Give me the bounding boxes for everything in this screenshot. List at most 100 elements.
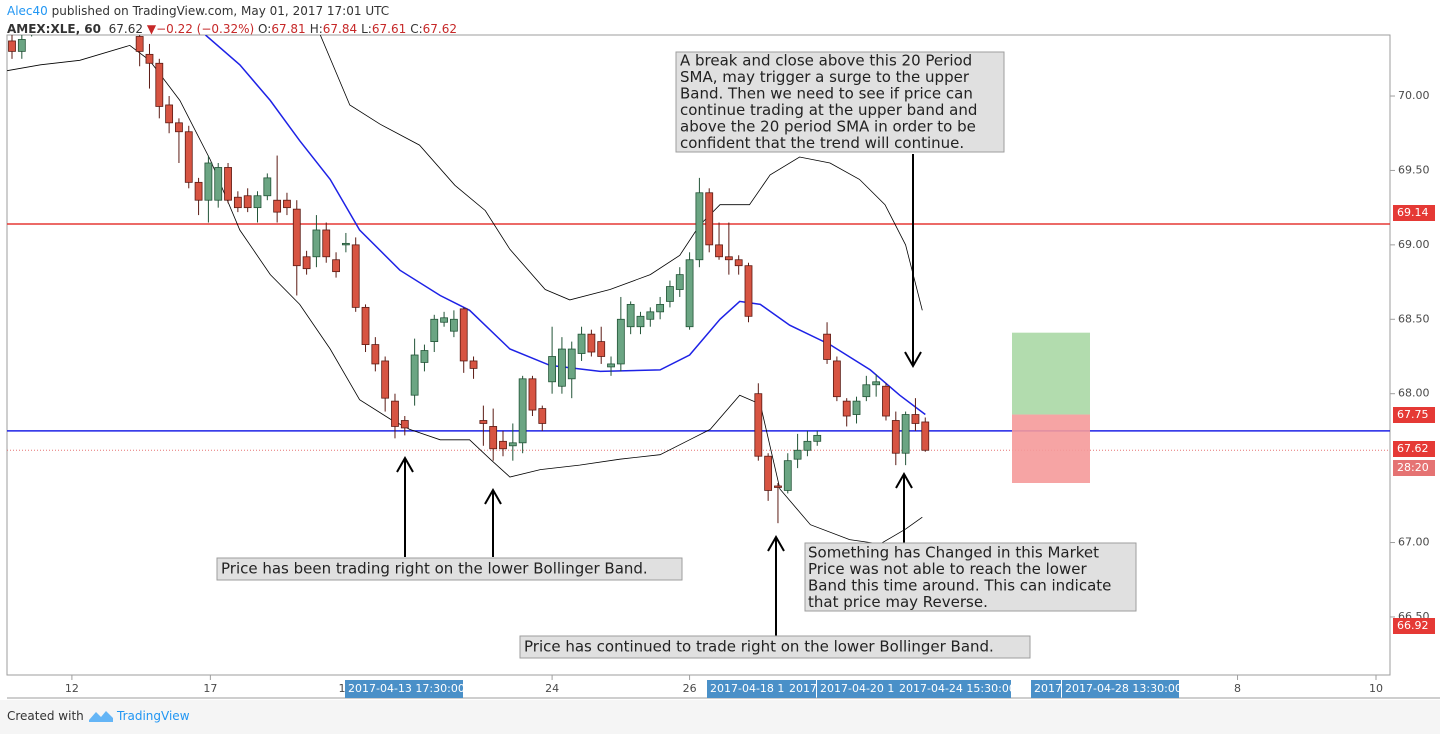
candle-body <box>813 434 822 442</box>
price-tag-label: 28:20 <box>1397 461 1429 474</box>
candle-body <box>184 131 193 183</box>
time-tag-label: 2017-04-28 13:30:00 <box>1065 682 1182 695</box>
candle-body <box>224 167 232 201</box>
time-tag-label: 2017-04-13 17:30:00 <box>348 682 465 695</box>
candle-body <box>469 360 478 369</box>
candle-body <box>145 53 154 64</box>
indicator-line <box>7 44 923 545</box>
y-tick-label: 69.50 <box>1398 163 1430 176</box>
candle-body <box>666 286 674 302</box>
time-tag <box>345 680 463 698</box>
candle-body <box>194 181 203 201</box>
candle-body <box>449 318 458 332</box>
candle-body <box>616 318 625 365</box>
candle-body <box>38 0 45 10</box>
candle-body <box>734 259 743 267</box>
last-price: 67.62 <box>108 22 144 36</box>
ohlc-key: H: <box>309 22 323 36</box>
candle-body <box>400 420 409 429</box>
candle-body <box>332 259 340 273</box>
indicator-line <box>319 35 923 311</box>
time-tag-label: 2017- <box>789 682 821 695</box>
arrow-head <box>767 534 785 552</box>
x-tick-label: 24 <box>545 682 559 695</box>
annotation-text: Something has Changed in this Market <box>808 544 1099 562</box>
candle-body <box>341 242 350 246</box>
time-tag <box>1031 680 1061 698</box>
annotation-text: A break and close above this 20 Period <box>680 52 972 70</box>
price-tag <box>1393 618 1435 634</box>
candle-body <box>891 420 900 454</box>
arrow-head <box>396 455 414 473</box>
candle-body <box>273 199 282 213</box>
x-tick-label: 17 <box>203 682 217 695</box>
candle-body <box>440 317 448 323</box>
candle-body <box>479 420 488 424</box>
price-tag-label: 69.14 <box>1397 206 1429 219</box>
annotation-box <box>675 51 1005 153</box>
candle-body <box>430 318 439 343</box>
candle-body <box>852 400 861 415</box>
candle-body <box>155 62 164 107</box>
candle-body <box>774 485 782 488</box>
price-tag <box>1393 407 1435 423</box>
brand[interactable]: TradingView <box>117 709 190 723</box>
x-tick-label: 10 <box>1369 682 1383 695</box>
candle-body <box>508 442 517 447</box>
header: Alec40 published on TradingView.com, May… <box>7 2 461 38</box>
x-tick-label: 26 <box>683 682 697 695</box>
candle-body <box>646 311 655 320</box>
price-tag <box>1393 460 1435 476</box>
ohlc-value: 67.81 <box>271 22 306 36</box>
candle-body <box>724 256 733 261</box>
candle-body <box>872 381 881 386</box>
candle-body <box>715 244 723 258</box>
candle-body <box>17 39 26 52</box>
candle-body <box>538 408 547 424</box>
y-tick-label: 68.50 <box>1398 312 1430 325</box>
candle-body <box>597 341 606 357</box>
price-tag <box>1393 205 1435 221</box>
candle-body <box>764 455 773 491</box>
candle-body <box>607 363 615 368</box>
logo <box>89 711 113 722</box>
candle-body <box>901 414 910 454</box>
down-icon: ▼ <box>146 22 157 36</box>
x-tick-label: 12 <box>65 682 79 695</box>
candle-body <box>823 333 831 360</box>
candle-body <box>567 348 576 380</box>
candle-body <box>283 199 291 209</box>
candle-body <box>528 378 537 411</box>
candle-body <box>243 195 252 209</box>
annotation-text: that price may Reverse. <box>808 593 988 611</box>
y-tick-label: 70.00 <box>1398 89 1430 102</box>
ohlc-key: O: <box>258 22 272 36</box>
ohlc: O:67.81 H:67.84 L:67.61 C:67.62 <box>258 22 461 36</box>
candle-body <box>577 333 586 354</box>
annotation-text: Band this time around. This can indicate <box>808 577 1111 595</box>
time-tag <box>707 680 786 698</box>
candle-body <box>361 306 370 345</box>
candle-body <box>292 208 301 267</box>
time-tag <box>786 680 816 698</box>
overlay: A break and close above this 20 PeriodSM… <box>216 51 1137 659</box>
candle-body <box>263 177 272 197</box>
candle-body <box>783 460 792 491</box>
candle-body <box>322 229 331 258</box>
candle-body <box>312 229 321 258</box>
arrow-head <box>895 471 913 489</box>
published: published on TradingView.com, May 01, 20… <box>51 4 390 18</box>
candle-body <box>587 333 596 353</box>
candle-body <box>214 167 223 201</box>
candle-body <box>744 265 753 317</box>
candle-body <box>117 0 124 7</box>
candle-body <box>558 348 566 387</box>
target-zone <box>1012 332 1090 415</box>
price-tag-label: 67.75 <box>1397 408 1429 421</box>
candle-body <box>489 426 498 450</box>
author[interactable]: Alec40 <box>7 4 48 18</box>
candle-body <box>381 360 390 399</box>
time-tag-label: 2017 <box>1034 682 1062 695</box>
candle-body <box>351 244 360 308</box>
y-tick-label: 69.00 <box>1398 238 1430 251</box>
